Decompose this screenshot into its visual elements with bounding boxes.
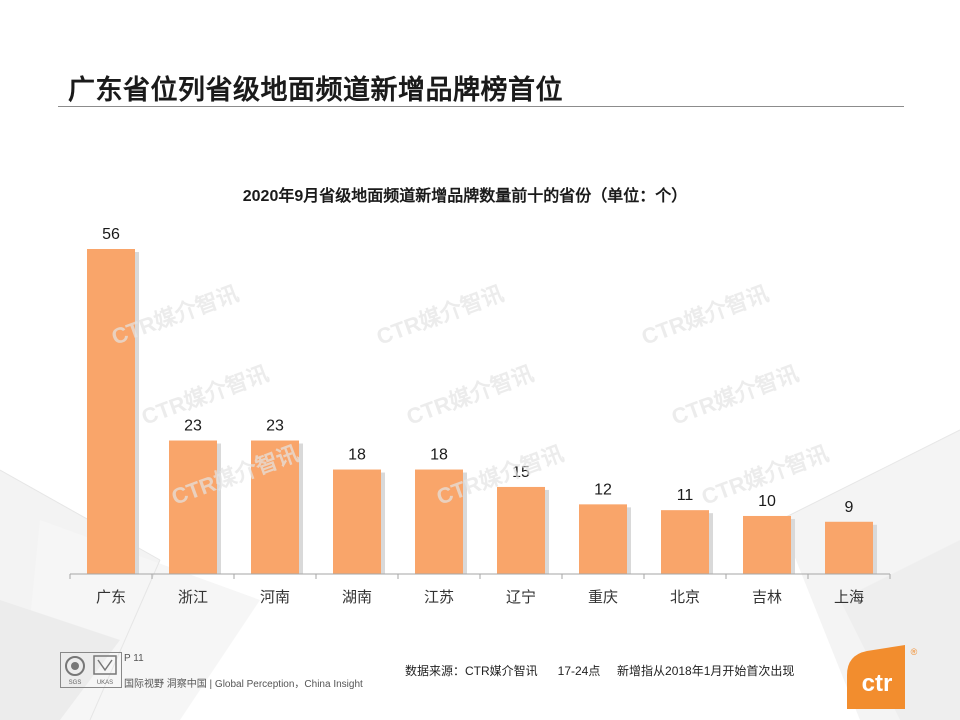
brand-text: ctr [862,670,893,697]
data-label: 23 [266,418,284,435]
watermark-text: CTR媒介智讯 [373,281,507,350]
bar [661,510,709,574]
x-tick-label: 湖南 [342,589,372,606]
bar [743,515,791,574]
bar [579,504,627,574]
data-label: 56 [102,226,120,243]
data-label: 18 [348,447,366,464]
chart-title: 2020年9月省级地面频道新增品牌数量前十的省份（单位：个） [242,188,688,205]
watermark-text: CTR媒介智讯 [638,281,772,350]
data-label: 9 [845,499,854,516]
page-title: 广东省位列省级地面频道新增品牌榜首位 [68,75,563,105]
bar [251,440,299,574]
x-tick-label: 上海 [834,589,864,606]
watermark-text: CTR媒介智讯 [403,361,537,430]
bar [415,469,463,574]
certification-logo: SGS UKAS [60,652,122,688]
data-label: 11 [677,487,694,504]
x-tick-label: 河南 [260,589,290,606]
x-tick-label: 广东 [96,589,126,606]
bar [333,469,381,574]
cert-sgs-text: SGS [69,680,82,686]
bar [169,440,217,574]
cert-ukas-text: UKAS [97,680,113,686]
registered-mark: ® [911,647,918,657]
watermark-text: CTR媒介智讯 [138,361,272,430]
page-number: P 11 [124,653,144,664]
x-tick-label: 浙江 [178,589,208,606]
data-label: 23 [184,418,202,435]
data-label: 15 [512,464,530,481]
footer-slogan: 国际视野 洞察中国 | Global Perception，China Insi… [124,679,363,690]
data-label: 10 [758,493,776,510]
x-tick-label: 吉林 [752,589,782,606]
bar [87,249,135,574]
ctr-logo: ctr ® [847,645,918,709]
bar [825,521,873,574]
x-tick-label: 江苏 [424,589,454,606]
data-label: 18 [430,447,448,464]
data-label: 12 [594,481,612,498]
x-tick-label: 北京 [670,589,700,606]
x-tick-label: 辽宁 [506,589,536,606]
data-source-note: 数据来源：CTR媒介智讯 17-24点 新增指从2018年1月开始首次出现 [405,664,795,678]
bar [497,486,545,574]
title-divider [58,106,904,107]
watermark-text: CTR媒介智讯 [668,361,802,430]
x-tick-label: 重庆 [588,589,618,606]
